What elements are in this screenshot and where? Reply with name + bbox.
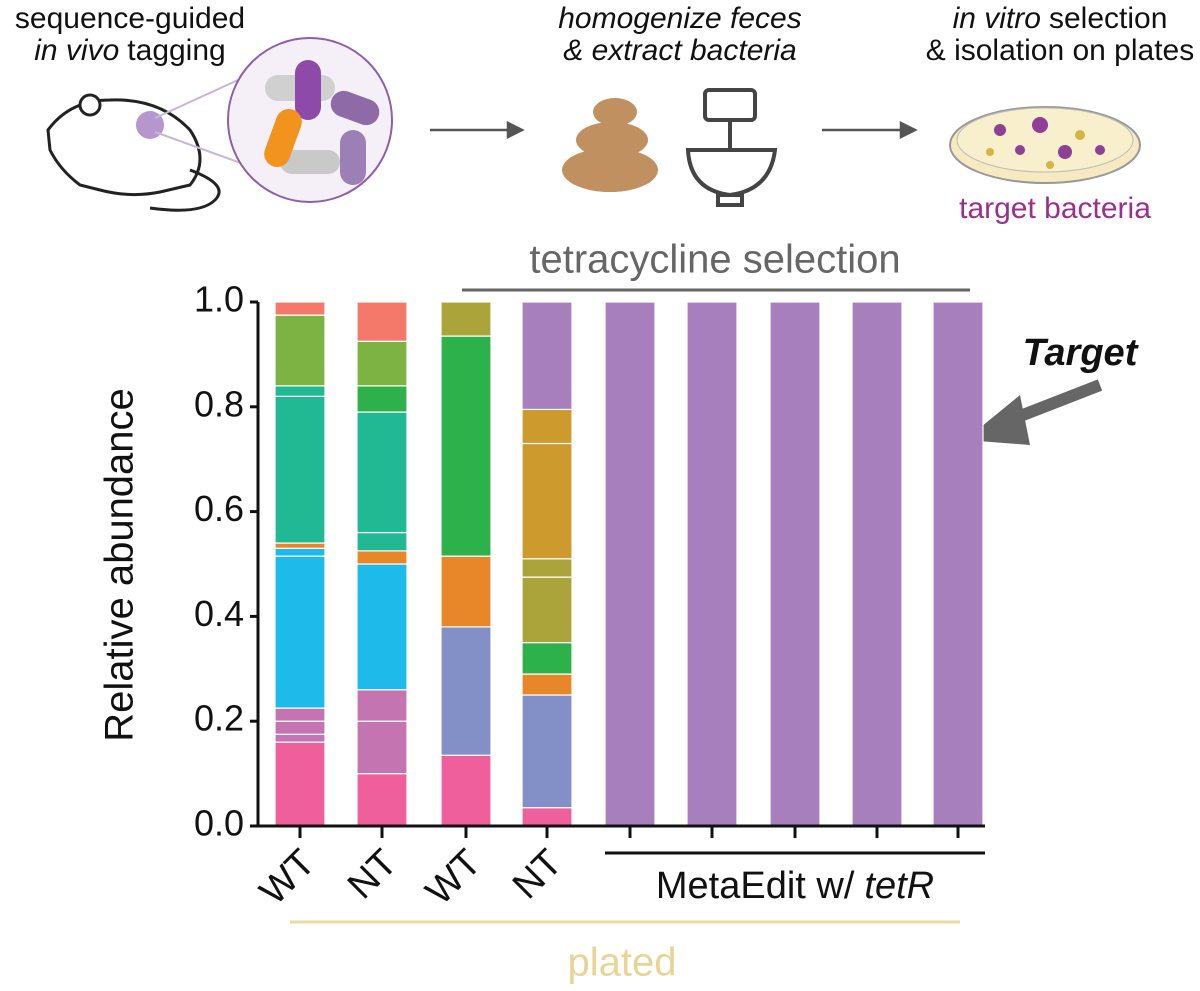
step-text: in vivo bbox=[34, 34, 119, 67]
bar-segment bbox=[274, 314, 326, 387]
x-tick-label: NT bbox=[505, 842, 571, 908]
step-text: & extract bacteria bbox=[563, 34, 796, 67]
bar-segment bbox=[932, 301, 984, 827]
step-text: in vivo tagging bbox=[34, 34, 225, 67]
bar-segment bbox=[274, 720, 326, 735]
bar-segment bbox=[521, 641, 573, 675]
bar-segment bbox=[440, 754, 492, 827]
step-text: in vitro bbox=[953, 2, 1041, 35]
bar-segment bbox=[686, 301, 738, 827]
bar-segment bbox=[521, 694, 573, 809]
bar-segment bbox=[356, 340, 408, 387]
bar-segment bbox=[440, 335, 492, 557]
plate-icon bbox=[949, 106, 1141, 184]
bar-segment bbox=[440, 555, 492, 628]
group-label: tetR bbox=[864, 865, 934, 907]
step-text: sequence-guided bbox=[15, 2, 245, 35]
bar-segment bbox=[356, 563, 408, 691]
bar-segment bbox=[440, 626, 492, 756]
step-text: in vitro selection bbox=[953, 2, 1168, 35]
group-label: MetaEdit w/tetR bbox=[656, 865, 934, 907]
bar-segment bbox=[521, 301, 573, 411]
step-caption: target bacteria bbox=[959, 192, 1151, 225]
bar-segment bbox=[521, 807, 573, 827]
step-text: tagging bbox=[127, 34, 225, 67]
homogenizer-icon bbox=[685, 88, 778, 207]
bar-segment bbox=[356, 550, 408, 565]
x-tick-label: WT bbox=[418, 842, 489, 913]
bar-segment bbox=[521, 442, 573, 560]
bar-segment bbox=[274, 385, 326, 397]
selection-label: tetracycline selection bbox=[529, 238, 900, 282]
bar-segment bbox=[521, 673, 573, 696]
bar-segment bbox=[274, 547, 326, 557]
bar-segment bbox=[356, 531, 408, 552]
x-tick-label: WT bbox=[252, 842, 323, 913]
bar-segment bbox=[521, 408, 573, 445]
y-tick-label: 0.4 bbox=[194, 593, 244, 634]
bar-segment bbox=[440, 301, 492, 337]
y-tick-label: 0.0 bbox=[194, 803, 244, 844]
bar-segment bbox=[274, 301, 326, 316]
y-tick-label: 0.2 bbox=[194, 698, 244, 739]
bar-segment bbox=[851, 301, 903, 827]
bacteria-illustration bbox=[264, 60, 380, 185]
bar-segment bbox=[356, 720, 408, 775]
x-tick-label: NT bbox=[340, 842, 406, 908]
bar-segment bbox=[769, 301, 821, 827]
target-label: Target bbox=[1023, 332, 1139, 374]
bar-segment bbox=[521, 558, 573, 578]
bar-segment bbox=[274, 733, 326, 743]
process-arrow bbox=[430, 120, 918, 140]
bar-segment bbox=[274, 707, 326, 722]
step-text: selection bbox=[1049, 2, 1167, 35]
step-text: & isolation on plates bbox=[926, 34, 1195, 67]
bar-segment bbox=[356, 411, 408, 534]
mouse-illustration bbox=[46, 69, 261, 212]
bar-segment bbox=[356, 689, 408, 722]
y-tick-label: 0.8 bbox=[194, 383, 244, 424]
bar-segment bbox=[356, 385, 408, 413]
bar-segment bbox=[274, 395, 326, 544]
bar-segment bbox=[604, 301, 656, 827]
feces-icon bbox=[562, 98, 658, 192]
bar-segment bbox=[274, 741, 326, 827]
group-label: MetaEdit w/ bbox=[656, 865, 855, 907]
target-arrow bbox=[965, 379, 1103, 445]
bar-segment bbox=[356, 301, 408, 342]
bar-segment bbox=[521, 576, 573, 644]
bar-segment bbox=[274, 542, 326, 549]
bar-segment bbox=[356, 772, 408, 827]
bar-segment bbox=[274, 555, 326, 709]
y-tick-label: 0.6 bbox=[194, 488, 244, 529]
plated-label: plated bbox=[568, 941, 677, 985]
step-text: homogenize feces bbox=[558, 2, 802, 35]
y-tick-label: 1.0 bbox=[194, 279, 244, 320]
y-axis-label: Relative abundance bbox=[98, 388, 142, 742]
